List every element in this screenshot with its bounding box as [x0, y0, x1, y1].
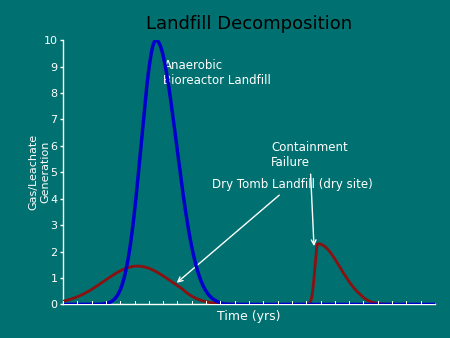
Text: Anaerobic
Bioreactor Landfill: Anaerobic Bioreactor Landfill: [163, 58, 271, 87]
Y-axis label: Gas/Leachate
Generation: Gas/Leachate Generation: [28, 134, 50, 210]
Text: Dry Tomb Landfill (dry site): Dry Tomb Landfill (dry site): [178, 177, 373, 282]
Text: Containment
Failure: Containment Failure: [271, 141, 348, 245]
Title: Landfill Decomposition: Landfill Decomposition: [146, 15, 352, 33]
X-axis label: Time (yrs): Time (yrs): [217, 310, 281, 323]
